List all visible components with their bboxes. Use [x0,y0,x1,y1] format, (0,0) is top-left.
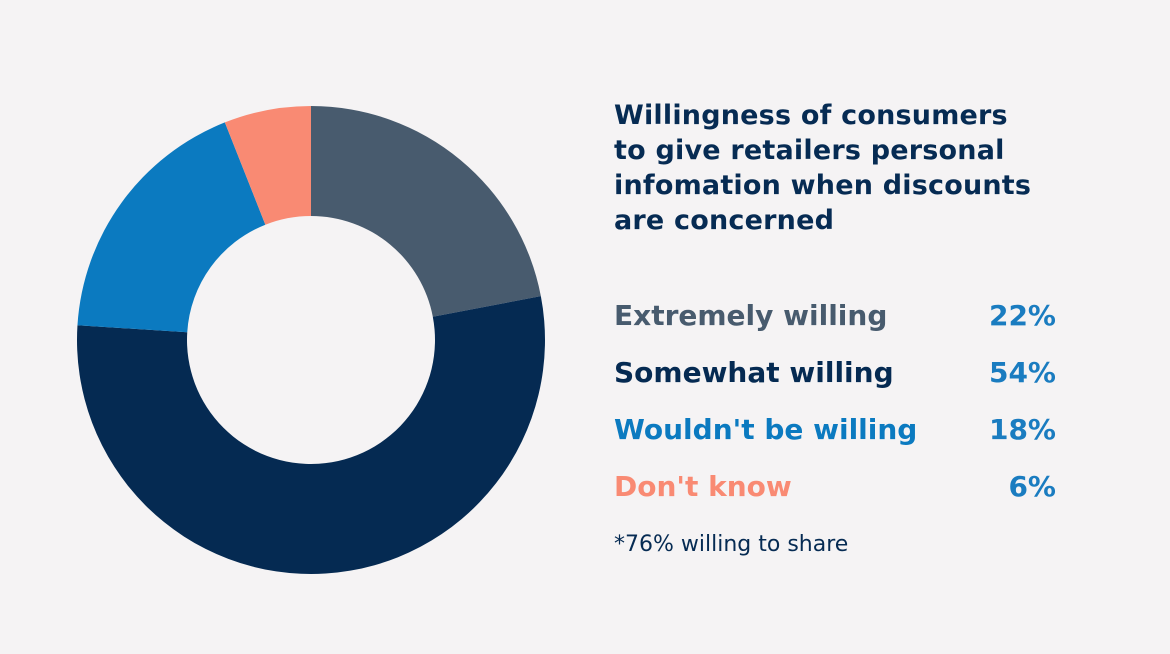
legend: Extremely willing 22% Somewhat willing 5… [614,296,1056,524]
legend-item: Don't know 6% [614,467,1056,524]
donut-chart [77,106,546,574]
legend-value: 18% [988,413,1056,446]
title-line: are concerned [614,205,835,236]
title-line: infomation when discounts [614,170,1032,201]
title-line: Willingness of consumers [614,100,1008,131]
legend-value: 22% [988,299,1056,332]
donut-slice-don-t-know [224,106,311,225]
legend-value: 6% [1008,470,1056,503]
legend-label: Don't know [614,470,792,503]
legend-value: 54% [988,356,1056,389]
legend-item: Somewhat willing 54% [614,353,1056,410]
donut-slice-extremely-willing [311,106,541,317]
legend-label: Wouldn't be willing [614,413,918,446]
donut-slice-somewhat-willing [77,296,546,574]
legend-label: Somewhat willing [614,356,894,389]
legend-item: Wouldn't be willing 18% [614,410,1056,467]
chart-title: Willingness of consumers to give retaile… [614,98,1031,238]
legend-item: Extremely willing 22% [614,296,1056,353]
donut-slice-wouldn-t-be-willing [77,122,266,333]
footnote: *76% willing to share [614,532,849,557]
legend-label: Extremely willing [614,299,888,332]
title-line: to give retailers personal [614,135,1005,166]
